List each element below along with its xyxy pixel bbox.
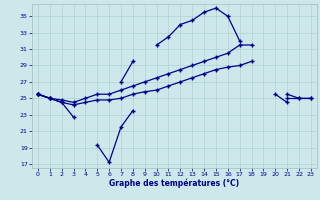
X-axis label: Graphe des températures (°C): Graphe des températures (°C): [109, 179, 239, 188]
